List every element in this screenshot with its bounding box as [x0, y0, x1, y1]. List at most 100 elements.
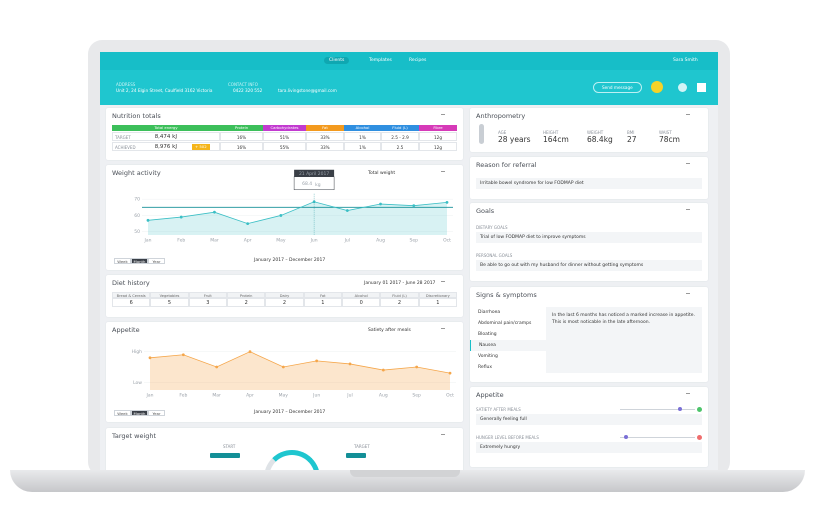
symptom-item[interactable]: Nausea [470, 340, 546, 351]
column-header: Vegetables [150, 292, 189, 298]
measure-value: 68.4kg [587, 135, 613, 144]
column-header: Fat [303, 292, 342, 298]
excess-badge: + 502 [192, 143, 210, 150]
body-icon [479, 124, 484, 144]
panel-title: Reason for referral [476, 161, 537, 169]
measure-value: 78cm [659, 135, 680, 144]
slider-track [620, 437, 695, 438]
cell: 12g [419, 142, 457, 151]
icon-button[interactable] [697, 83, 706, 92]
measure-value: 164cm [543, 135, 569, 144]
toggle[interactable]: Week [114, 258, 131, 264]
add-icon[interactable] [441, 171, 445, 175]
panel: Goals DIETARY GOALS Trial of low FODMAP di… [470, 203, 708, 281]
column-header: Alcohol [344, 125, 381, 131]
panel-title: Signs & symptoms [476, 291, 537, 299]
panel: Diet history January 01 2017 - June 28 20… [106, 275, 463, 317]
cell: 16% [220, 132, 263, 141]
add-icon[interactable] [686, 114, 690, 118]
column-header: Alcohol [342, 292, 381, 298]
start-label: START [223, 444, 236, 449]
date-range[interactable]: January 2017 – December 2017 [254, 258, 326, 263]
target-badge [346, 453, 366, 458]
cell: 33% [306, 142, 344, 151]
cell: 2.5 [381, 142, 419, 151]
toggle[interactable]: Week [114, 410, 131, 416]
cell: 2 [380, 298, 419, 307]
dropdown[interactable]: Satiety after meals [368, 328, 411, 333]
slider-knob[interactable] [678, 407, 682, 411]
add-icon[interactable] [441, 328, 445, 332]
cell: 1 [303, 298, 342, 307]
section-label: DIETARY GOALS [476, 225, 508, 230]
add-icon[interactable] [686, 163, 690, 167]
target-label: TARGET [354, 444, 370, 449]
action-button[interactable] [651, 81, 663, 93]
section-label: PERSONAL GOALS [476, 253, 513, 258]
gauge [264, 450, 320, 470]
panel-title: Diet history [112, 279, 150, 287]
toggle[interactable]: Month [131, 410, 148, 416]
add-icon[interactable] [686, 293, 690, 297]
cell: 1% [344, 142, 381, 151]
column-header: Protein [220, 125, 263, 131]
slider-knob[interactable] [624, 435, 628, 439]
status-dot [697, 406, 702, 412]
dropdown[interactable]: Total weight [368, 171, 396, 176]
client-header [100, 70, 718, 105]
text-box: Extremely hungry [476, 442, 702, 453]
date-range[interactable]: January 2017 – December 2017 [254, 410, 326, 415]
cell: 2 [227, 298, 266, 307]
add-icon[interactable] [686, 209, 690, 213]
add-icon[interactable] [686, 393, 690, 397]
address-label: ADDRESS [116, 82, 136, 87]
column-header: Fluid (L) [381, 125, 419, 131]
symptom-item[interactable]: Vomiting [478, 354, 498, 359]
column-header: Total energy [112, 125, 220, 131]
send-message-button[interactable]: Send message [593, 82, 642, 93]
symptom-item[interactable]: Bloating [478, 332, 497, 337]
column-header: Fluid (L) [380, 292, 419, 298]
add-icon[interactable] [441, 434, 445, 438]
panel-title: Goals [476, 207, 495, 215]
email: tara.livingstone@gmail.com [278, 88, 337, 93]
nav-tab[interactable]: Templates [369, 58, 392, 63]
date-range[interactable]: January 01 2017 - June 28 2017 [364, 281, 436, 286]
column-header: Fat [306, 125, 344, 131]
symptom-item[interactable]: Reflux [478, 365, 493, 370]
toggle[interactable]: Month [131, 258, 148, 264]
nav-tab[interactable]: Clients [324, 57, 350, 64]
cell: 3 [188, 298, 227, 307]
cell: 55% [263, 142, 306, 151]
panel-title: Weight activity [112, 169, 161, 177]
slider-track [620, 409, 695, 410]
symptom-item[interactable]: Abdominal pain/cramps [478, 321, 532, 326]
panel: Appetite SATIETY AFTER MEALS Generally fee… [470, 387, 708, 467]
text-box: Irritable bowel syndrome for low FODMAP … [476, 178, 702, 189]
panel: Reason for referral Irritable bowel syndr… [470, 157, 708, 199]
add-icon[interactable] [441, 114, 445, 118]
measure-label: HEIGHT [543, 130, 559, 135]
phone: 0422 320 552 [233, 88, 263, 93]
add-icon[interactable] [441, 281, 445, 285]
toggle[interactable]: Year [148, 410, 165, 416]
symptom-item[interactable]: Diarrhoea [478, 310, 501, 315]
column-header: Discretionary [418, 292, 457, 298]
laptop-base [10, 470, 805, 492]
column-header: Bread & Cereals [112, 292, 151, 298]
nav-tab[interactable]: Recipes [409, 58, 427, 63]
toggle[interactable]: Year [148, 258, 165, 264]
measure-value: 28 years [498, 135, 531, 144]
panel: Weight activity Total weight Week Month Year… [106, 165, 463, 270]
icon-button[interactable] [678, 83, 687, 92]
section-label: SATIETY AFTER MEALS [476, 407, 521, 412]
measure-label: WAIST [659, 130, 672, 135]
column-header: Protein [227, 292, 266, 298]
cell: 33% [306, 132, 344, 141]
status-dot [697, 434, 702, 440]
panel-title: Anthropometry [476, 112, 526, 120]
panel-title: Target weight [112, 432, 157, 440]
user-name[interactable]: Sara Smith [673, 58, 698, 63]
section-label: HUNGER LEVEL BEFORE MEALS [476, 435, 539, 440]
